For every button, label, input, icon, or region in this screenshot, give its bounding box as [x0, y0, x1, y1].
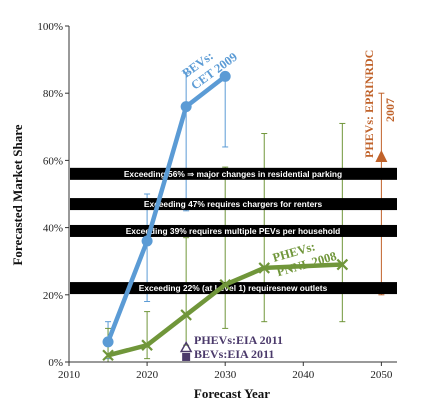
series-lines — [105, 74, 343, 358]
phev-pnnl-point — [102, 349, 114, 362]
bev-cet-line — [105, 74, 227, 343]
bev-eia-point — [182, 352, 191, 361]
y-axis-title: Forecasted Market Share — [10, 124, 25, 265]
y-tick-label: 80% — [43, 88, 63, 100]
label-phev-eia: PHEVs:EIA 2011 — [194, 333, 283, 347]
threshold-band — [70, 198, 397, 211]
x-tick-label: 2010 — [58, 369, 81, 381]
bev-cet-point — [219, 70, 231, 82]
threshold-band — [70, 167, 397, 180]
y-tick-label: 100% — [37, 21, 63, 33]
phev-epri-point — [375, 150, 388, 163]
x-tick-label: 2040 — [292, 369, 315, 381]
phev-pnnl-point — [180, 309, 192, 321]
label-bev-eia: BEVs:EIA 2011 — [194, 347, 274, 361]
x-tick-label: 2050 — [370, 369, 393, 381]
bev-cet-point — [102, 336, 114, 348]
phev-pnnl-line — [107, 262, 343, 358]
phev-pnnl-point — [258, 262, 271, 274]
threshold-label: Exceeding 56% ⇒ major changes in residen… — [124, 169, 342, 179]
x-tick-label: 2020 — [136, 369, 159, 381]
threshold-label: Exceeding 39% requires multiple PEVs per… — [126, 226, 341, 236]
phev-pnnl-point — [219, 278, 231, 291]
threshold-label: Exceeding 22% (at Level 1) requiresnew o… — [139, 283, 328, 293]
axes: 0% 20% 40% 60% 80% 100% 2010 2020 2030 2040 2050 — [37, 21, 397, 381]
x-tick-label: 2030 — [214, 369, 237, 381]
y-tick-label: 40% — [43, 223, 63, 235]
threshold-bands: Exceeding 56% ⇒ major changes in residen… — [70, 167, 397, 295]
y-tick-label: 20% — [43, 290, 63, 302]
phev-pnnl-point — [336, 258, 349, 271]
bev-cet-point — [180, 101, 192, 113]
y-tick-label: 60% — [43, 155, 63, 167]
threshold-band — [70, 282, 397, 295]
label-bev-cet: BEVs: CET 2009 — [180, 49, 240, 93]
phev-pnnl-point — [141, 339, 153, 351]
error-bars — [105, 72, 385, 363]
y-tick-label: 0% — [48, 357, 63, 369]
x-axis-title: Forecast Year — [194, 386, 270, 401]
label-phev-epri-year: 2007 — [383, 98, 397, 122]
phev-eia-point — [179, 341, 193, 353]
series-markers — [102, 70, 388, 362]
label-phev-pnnl: PHEVs: PNNL 2008 — [271, 239, 338, 279]
label-phev-epri: PHEVs: EPRINRDC — [362, 50, 376, 158]
bev-cet-point — [141, 235, 153, 247]
threshold-label: Exceeding 47% requires chargers for rent… — [144, 199, 323, 209]
